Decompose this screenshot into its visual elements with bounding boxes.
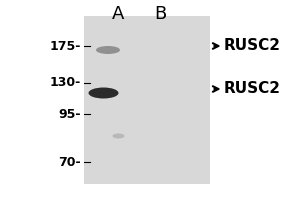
Ellipse shape <box>112 134 124 138</box>
Text: RUSC2: RUSC2 <box>224 38 280 53</box>
Ellipse shape <box>96 46 120 54</box>
Text: 95-: 95- <box>58 108 81 120</box>
Text: RUSC2: RUSC2 <box>224 81 280 96</box>
FancyBboxPatch shape <box>84 16 210 184</box>
Text: 175-: 175- <box>50 40 81 52</box>
Text: A: A <box>112 5 125 23</box>
Text: 70-: 70- <box>58 156 81 168</box>
Ellipse shape <box>88 88 119 98</box>
Text: B: B <box>154 5 166 23</box>
Text: 130-: 130- <box>50 76 81 90</box>
